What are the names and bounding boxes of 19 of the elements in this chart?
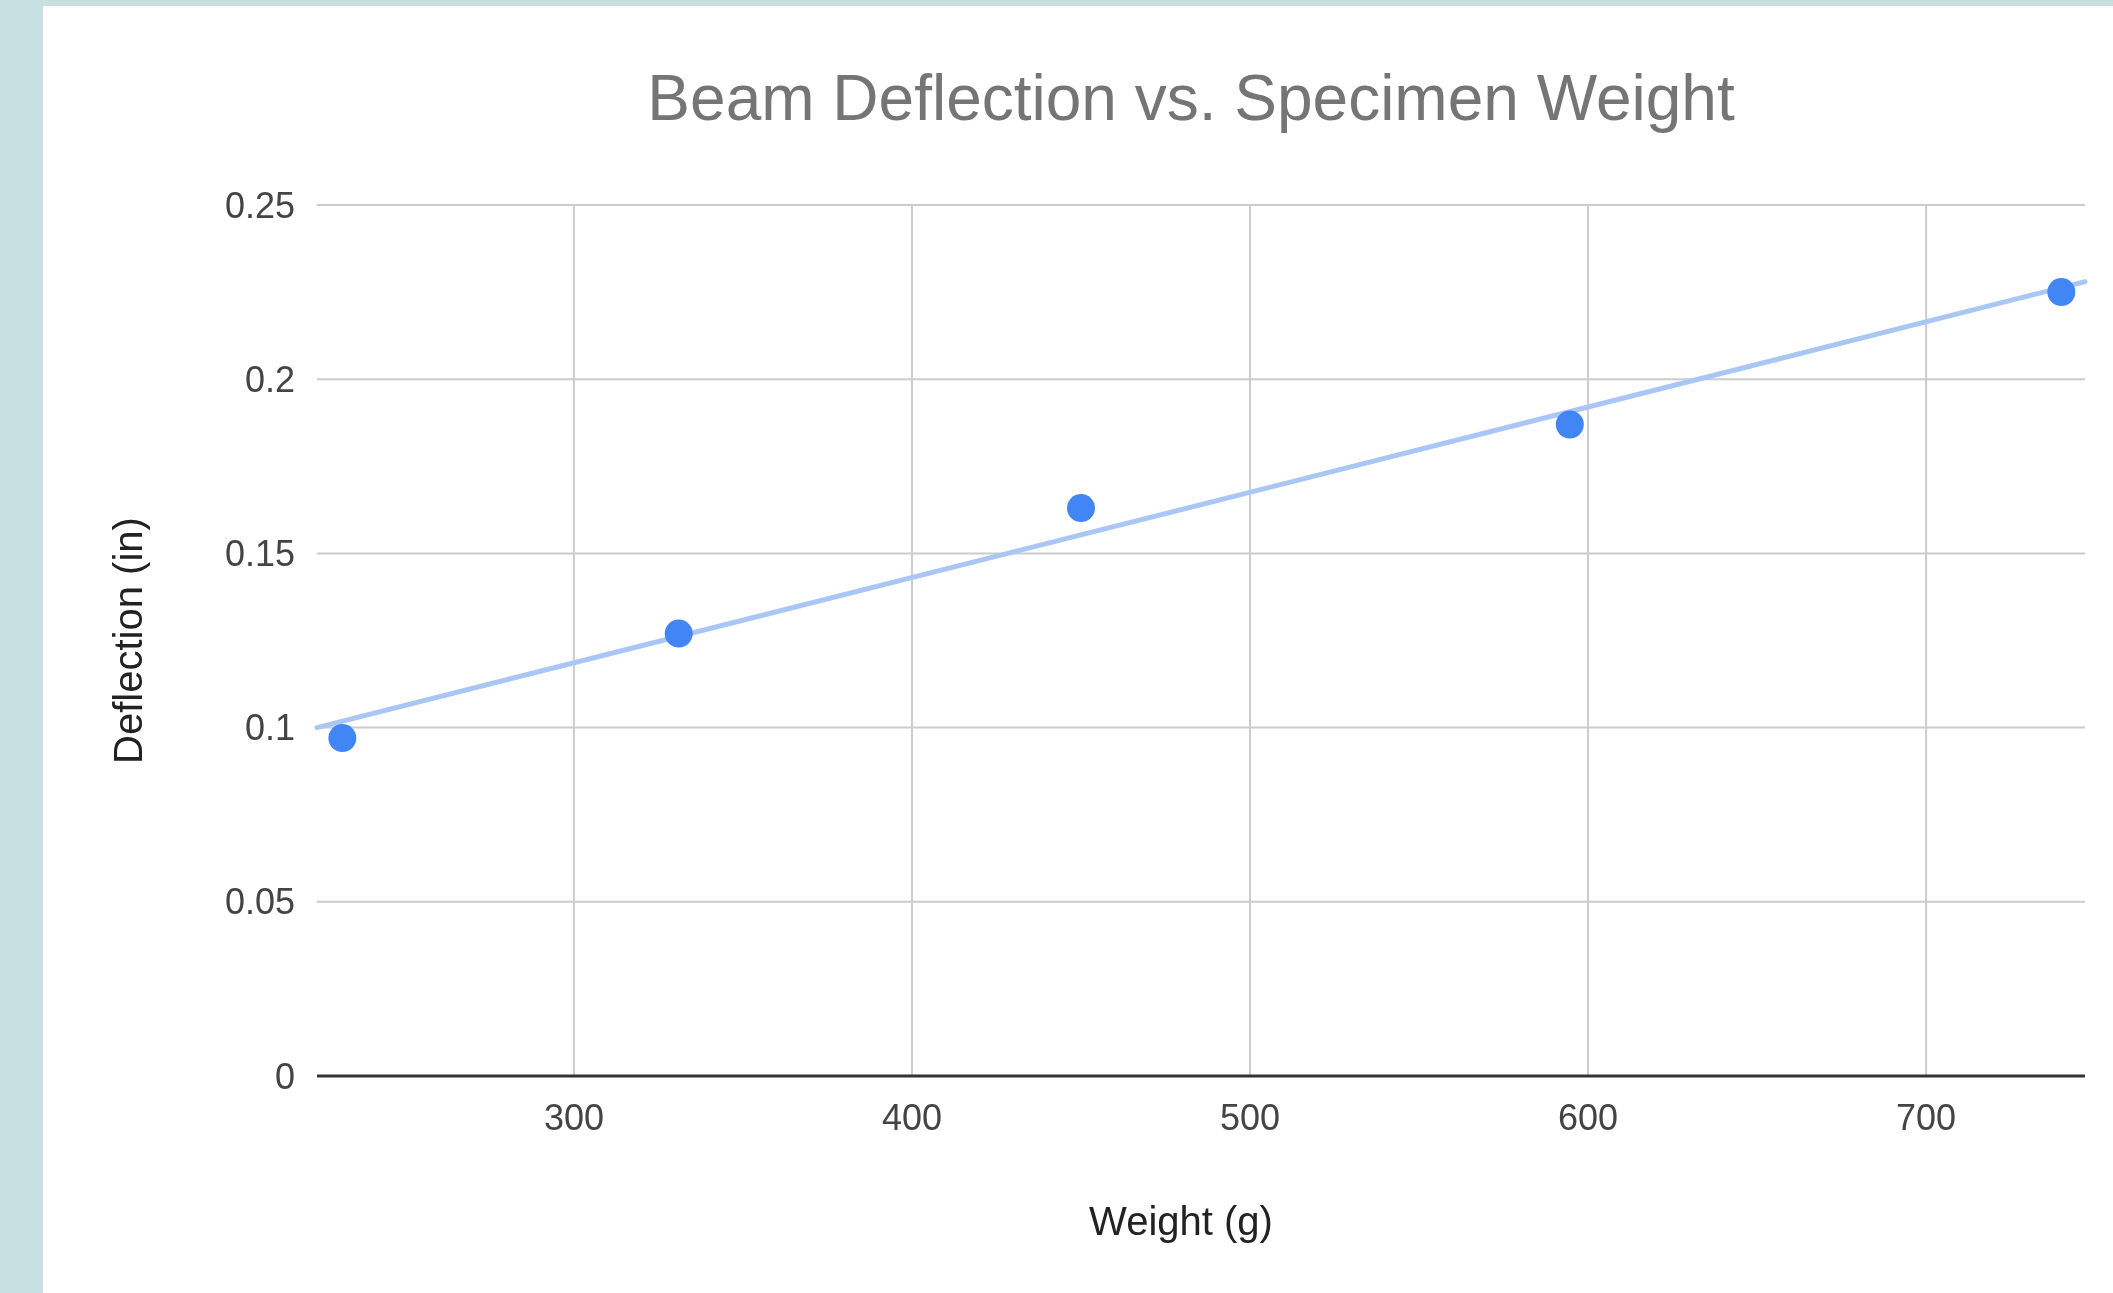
y-axis-title: Deflection (in) <box>106 517 150 764</box>
x-tick-label: 600 <box>1558 1097 1619 1138</box>
y-tick-label: 0.05 <box>224 881 295 923</box>
x-tick-label: 400 <box>881 1097 943 1138</box>
chart-title: Beam Deflection vs. Specimen Weight <box>647 62 1735 134</box>
y-tick-label: 0.2 <box>244 358 295 400</box>
y-tick-label: 0.25 <box>224 184 295 226</box>
y-tick-label: 0.1 <box>244 707 295 749</box>
point <box>2047 278 2076 307</box>
x-axis-title: Weight (g) <box>1089 1199 1273 1243</box>
point <box>1555 410 1584 439</box>
point <box>1066 494 1095 523</box>
x-tick-label: 700 <box>1896 1097 1957 1138</box>
x-tick-label: 300 <box>543 1097 604 1138</box>
y-tick-label: 0.15 <box>224 533 295 574</box>
point <box>664 619 693 648</box>
point <box>328 724 357 753</box>
y-tick-label: 0 <box>274 1055 295 1097</box>
x-tick-label: 500 <box>1219 1097 1281 1138</box>
